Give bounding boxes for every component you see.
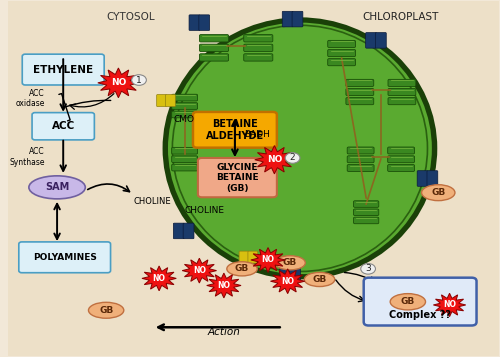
FancyBboxPatch shape [388, 147, 414, 154]
FancyBboxPatch shape [290, 266, 300, 281]
FancyBboxPatch shape [166, 95, 175, 107]
Polygon shape [434, 293, 466, 317]
FancyBboxPatch shape [282, 11, 293, 27]
FancyBboxPatch shape [198, 158, 277, 197]
FancyBboxPatch shape [388, 165, 414, 171]
Text: GB: GB [235, 264, 249, 273]
FancyBboxPatch shape [346, 79, 374, 86]
FancyBboxPatch shape [19, 242, 110, 273]
FancyBboxPatch shape [346, 97, 374, 105]
FancyBboxPatch shape [172, 103, 198, 109]
FancyBboxPatch shape [200, 44, 228, 51]
Ellipse shape [172, 25, 428, 271]
Ellipse shape [88, 302, 124, 318]
FancyBboxPatch shape [388, 97, 416, 105]
FancyBboxPatch shape [366, 32, 376, 48]
FancyBboxPatch shape [174, 223, 184, 239]
FancyBboxPatch shape [347, 147, 374, 154]
Text: CMO: CMO [174, 115, 195, 124]
Text: NO: NO [281, 277, 294, 286]
Text: NO: NO [443, 301, 456, 310]
FancyBboxPatch shape [347, 165, 374, 171]
FancyBboxPatch shape [346, 89, 374, 96]
Polygon shape [182, 258, 216, 283]
Text: Complex ??: Complex ?? [389, 310, 451, 320]
FancyBboxPatch shape [354, 217, 379, 224]
Text: NO: NO [152, 274, 166, 283]
Polygon shape [270, 269, 305, 293]
Text: NO: NO [218, 281, 230, 290]
FancyBboxPatch shape [200, 35, 228, 42]
FancyBboxPatch shape [172, 164, 198, 171]
Text: GB: GB [431, 188, 446, 197]
Ellipse shape [227, 262, 257, 276]
FancyBboxPatch shape [328, 59, 355, 66]
FancyBboxPatch shape [364, 278, 476, 326]
FancyBboxPatch shape [200, 54, 228, 61]
Text: GB: GB [312, 275, 326, 284]
FancyBboxPatch shape [193, 112, 277, 148]
FancyBboxPatch shape [328, 50, 355, 57]
Text: CHLOROPLAST: CHLOROPLAST [362, 12, 438, 22]
FancyBboxPatch shape [388, 156, 414, 163]
Ellipse shape [390, 293, 426, 310]
Text: ACC
Synthase: ACC Synthase [9, 147, 44, 166]
Text: 1: 1 [136, 76, 142, 85]
Text: Action: Action [208, 327, 240, 337]
Polygon shape [98, 68, 139, 98]
Text: 2: 2 [290, 154, 296, 162]
FancyBboxPatch shape [354, 209, 379, 216]
FancyBboxPatch shape [354, 201, 379, 207]
FancyBboxPatch shape [22, 54, 104, 85]
Text: GB: GB [99, 306, 114, 315]
Ellipse shape [166, 21, 433, 276]
Text: NO: NO [262, 256, 274, 265]
Text: GB: GB [400, 297, 415, 306]
Text: NO: NO [110, 78, 126, 87]
FancyBboxPatch shape [280, 266, 290, 281]
FancyBboxPatch shape [172, 156, 198, 162]
FancyBboxPatch shape [172, 94, 198, 101]
Text: BETAINE
ALDEHYDE: BETAINE ALDEHYDE [206, 119, 264, 141]
Polygon shape [251, 247, 285, 272]
Text: GB: GB [283, 258, 297, 267]
Ellipse shape [422, 185, 455, 201]
Polygon shape [142, 266, 176, 291]
Text: ACC: ACC [52, 121, 75, 131]
FancyBboxPatch shape [388, 79, 416, 86]
FancyBboxPatch shape [244, 35, 273, 42]
FancyBboxPatch shape [189, 15, 200, 30]
FancyBboxPatch shape [347, 156, 374, 163]
Ellipse shape [29, 176, 86, 199]
Text: NO: NO [193, 266, 206, 275]
FancyBboxPatch shape [417, 171, 428, 186]
Polygon shape [206, 273, 241, 298]
Ellipse shape [275, 256, 306, 270]
FancyBboxPatch shape [376, 32, 386, 48]
Text: ETHYLENE: ETHYLENE [33, 65, 94, 75]
FancyBboxPatch shape [32, 112, 94, 140]
Ellipse shape [162, 17, 438, 280]
FancyBboxPatch shape [328, 40, 355, 47]
Text: CYTOSOL: CYTOSOL [106, 12, 155, 22]
Text: 3: 3 [365, 264, 371, 273]
Circle shape [361, 263, 376, 274]
Text: CHOLINE: CHOLINE [184, 206, 224, 215]
FancyBboxPatch shape [292, 11, 303, 27]
FancyBboxPatch shape [172, 147, 198, 154]
FancyBboxPatch shape [427, 171, 438, 186]
Text: NO: NO [266, 155, 282, 164]
FancyBboxPatch shape [388, 89, 416, 96]
FancyBboxPatch shape [244, 44, 273, 51]
FancyBboxPatch shape [183, 223, 194, 239]
Polygon shape [255, 146, 294, 174]
Circle shape [285, 153, 300, 163]
FancyBboxPatch shape [172, 111, 198, 118]
Text: CHOLINE: CHOLINE [133, 197, 170, 206]
Text: BADH: BADH [244, 130, 270, 139]
Text: POLYAMINES: POLYAMINES [32, 253, 96, 262]
Ellipse shape [304, 272, 335, 287]
FancyBboxPatch shape [248, 251, 258, 263]
FancyBboxPatch shape [239, 251, 249, 263]
